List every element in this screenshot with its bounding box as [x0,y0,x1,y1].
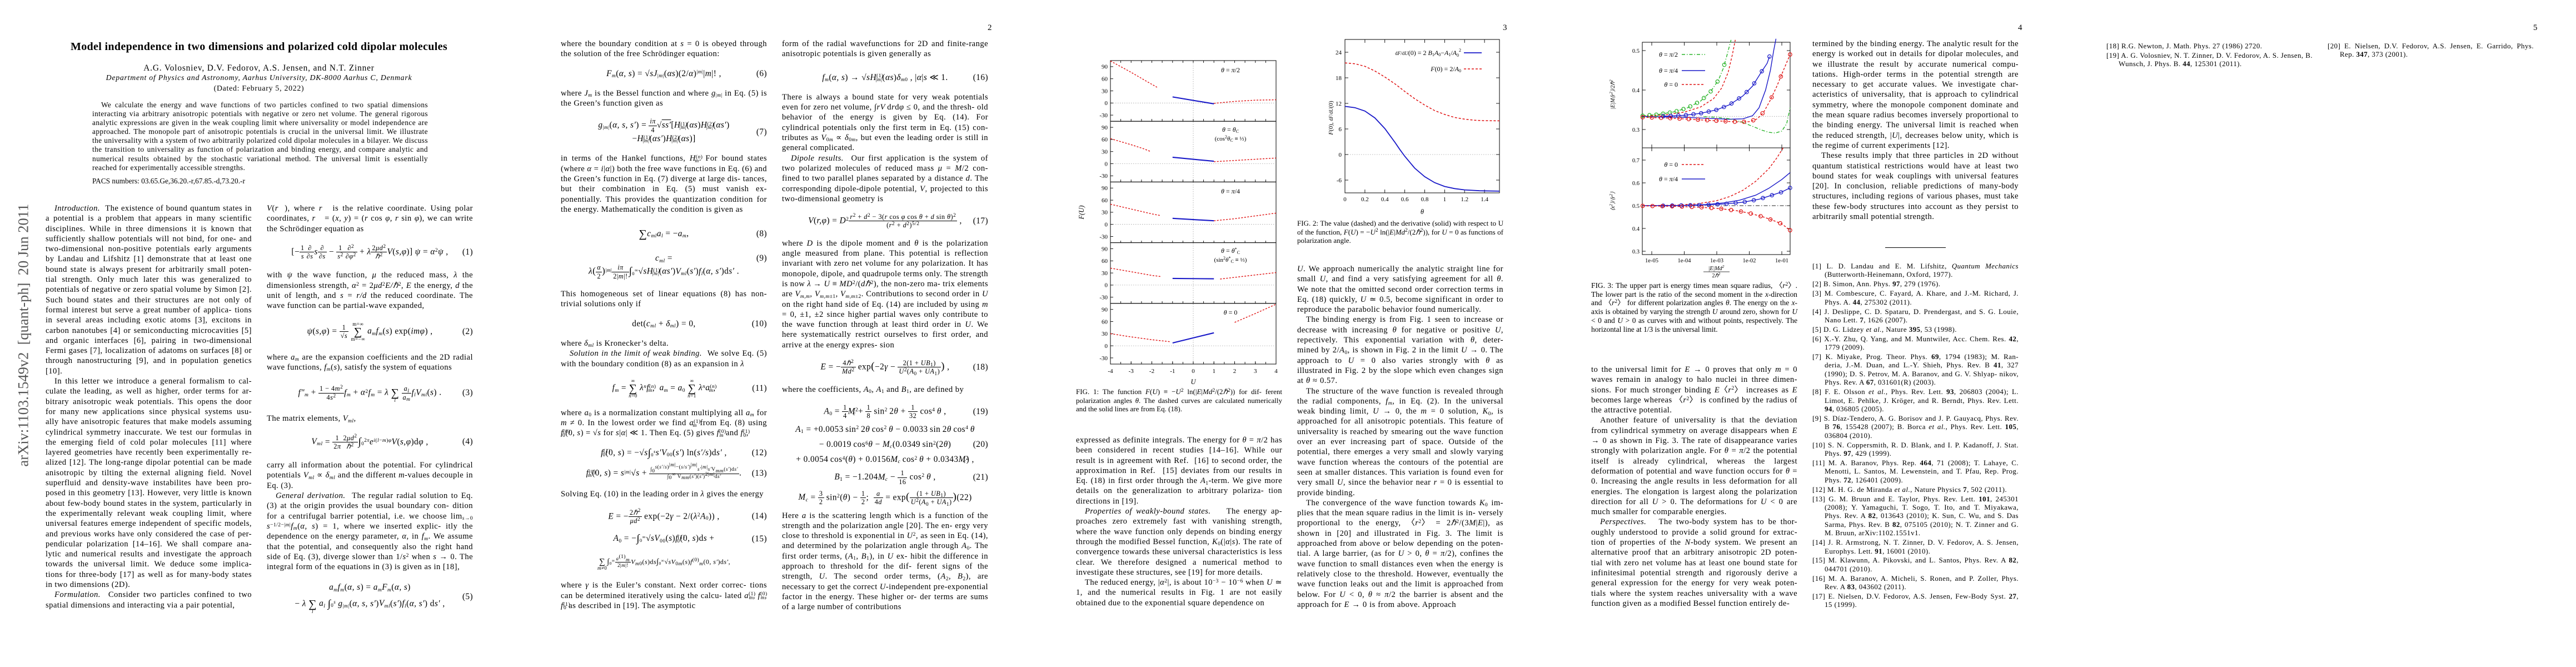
svg-text:0: 0 [1192,368,1195,375]
svg-text:θ = π/4: θ = π/4 [1221,187,1240,195]
svg-text:0.5: 0.5 [1632,203,1640,210]
svg-text:0.4: 0.4 [1381,196,1389,203]
svg-text:0.7: 0.7 [1632,158,1640,164]
svg-text:|E|Md2: |E|Md2 [1708,264,1725,272]
svg-text:θ = 0: θ = 0 [1224,308,1238,316]
svg-text:1.4: 1.4 [1481,196,1488,203]
svg-text:30: 30 [1102,88,1108,94]
svg-text:U: U [1190,378,1196,386]
svg-text:θ = 0: θ = 0 [1664,161,1678,168]
svg-text:0.3: 0.3 [1632,127,1640,133]
svg-text:⟨x2⟩/⟨r2⟩: ⟨x2⟩/⟨r2⟩ [1608,192,1616,211]
svg-text:θ = π/2: θ = π/2 [1659,51,1678,58]
svg-text:-30: -30 [1099,233,1108,240]
svg-text:30: 30 [1102,149,1108,156]
svg-text:0.5: 0.5 [1632,48,1640,54]
svg-text:60: 60 [1102,137,1108,143]
svg-text:-4: -4 [1108,368,1113,375]
svg-text:4: 4 [1274,368,1278,375]
svg-text:2: 2 [1233,368,1237,375]
svg-text:6: 6 [1339,126,1342,133]
svg-text:90: 90 [1102,64,1108,71]
svg-text:1e-04: 1e-04 [1678,258,1692,264]
svg-text:(sin2θ*C ≡ ⅓): (sin2θ*C ≡ ⅓) [1214,256,1247,264]
svg-text:θ = π/2: θ = π/2 [1221,66,1240,74]
svg-text:θ: θ [1421,208,1424,216]
svg-text:1e-02: 1e-02 [1743,258,1756,264]
svg-text:18: 18 [1336,75,1342,82]
svg-text:1.2: 1.2 [1461,196,1468,203]
svg-text:-30: -30 [1099,112,1108,119]
svg-text:1e-01: 1e-01 [1775,258,1788,264]
svg-text:0.8: 0.8 [1421,196,1429,203]
svg-text:60: 60 [1102,197,1108,204]
svg-text:30: 30 [1102,270,1108,277]
svg-text:F(0), dF/dU(0): F(0), dF/dU(0) [1328,101,1334,136]
svg-text:θ = π/4: θ = π/4 [1659,67,1678,74]
svg-text:0: 0 [1105,282,1108,289]
svg-text:1e-03: 1e-03 [1710,258,1723,264]
svg-text:1: 1 [1212,368,1215,375]
svg-text:dF/dU(0) = 2 B1A0−A1/A02: dF/dU(0) = 2 B1A0−A1/A02 [1395,48,1461,58]
svg-text:-1: -1 [1170,368,1175,375]
svg-text:-3: -3 [1129,368,1134,375]
svg-text:-6: -6 [1337,177,1342,184]
svg-text:60: 60 [1102,76,1108,83]
svg-text:θ = 0: θ = 0 [1664,81,1678,88]
svg-text:(cos2θC ≡ ⅓): (cos2θC ≡ ⅓) [1215,135,1247,143]
svg-text:1: 1 [1443,196,1447,203]
svg-text:0.4: 0.4 [1632,88,1640,94]
svg-text:-30: -30 [1099,173,1108,180]
svg-text:30: 30 [1102,210,1108,216]
svg-text:0: 0 [1339,152,1342,158]
svg-text:0.4: 0.4 [1632,226,1640,232]
svg-text:90: 90 [1102,246,1108,252]
svg-text:60: 60 [1102,318,1108,325]
svg-text:0: 0 [1105,222,1108,228]
svg-text:θ = θC: θ = θC [1222,126,1239,134]
svg-text:0.2: 0.2 [1361,196,1369,203]
svg-text:-30: -30 [1099,355,1108,362]
svg-text:1e-05: 1e-05 [1645,258,1658,264]
svg-text:90: 90 [1102,185,1108,192]
svg-text:0: 0 [1105,100,1108,107]
svg-text:0: 0 [1343,196,1347,203]
svg-text:3: 3 [1254,368,1257,375]
svg-text:F(U): F(U) [1078,206,1085,220]
svg-text:24: 24 [1336,49,1342,56]
svg-text:0: 0 [1105,343,1108,350]
svg-text:12: 12 [1336,101,1342,107]
svg-text:θ = π/4: θ = π/4 [1659,175,1678,183]
svg-text:0.6: 0.6 [1401,196,1409,203]
svg-text:|E|M⟨r2⟩/2ℏ2: |E|M⟨r2⟩/2ℏ2 [1608,79,1616,109]
svg-text:90: 90 [1102,307,1108,313]
svg-text:90: 90 [1102,125,1108,131]
svg-text:30: 30 [1102,331,1108,337]
svg-text:θ = θ*C: θ = θ*C [1221,247,1240,255]
svg-text:-30: -30 [1099,295,1108,301]
svg-text:2ℏ2: 2ℏ2 [1712,271,1720,279]
svg-text:60: 60 [1102,258,1108,265]
svg-text:F(0) = 2/A0: F(0) = 2/A0 [1430,65,1461,73]
svg-text:0: 0 [1105,161,1108,167]
svg-text:-2: -2 [1149,368,1154,375]
svg-text:0.3: 0.3 [1632,249,1640,255]
svg-text:0.6: 0.6 [1632,181,1640,187]
